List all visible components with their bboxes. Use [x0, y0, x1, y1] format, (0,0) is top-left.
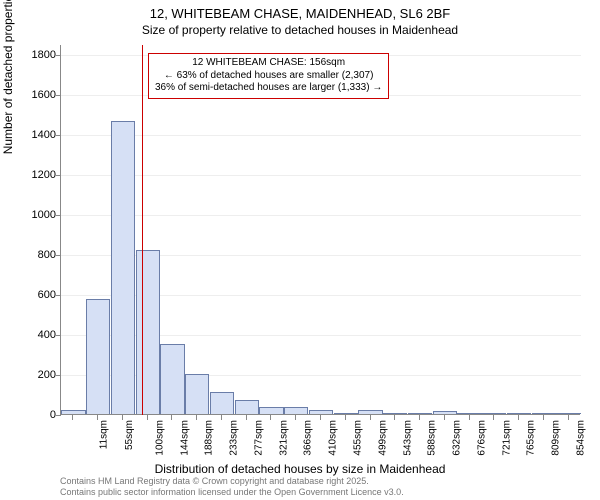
- y-tick-label: 1600: [16, 89, 56, 101]
- annotation-line-2: ← 63% of detached houses are smaller (2,…: [155, 70, 382, 83]
- y-tick-mark: [56, 375, 61, 376]
- x-tick-label: 55sqm: [124, 420, 135, 450]
- x-tick-label: 809sqm: [551, 420, 562, 456]
- y-tick-mark: [56, 135, 61, 136]
- x-tick-mark: [469, 415, 470, 420]
- x-tick-mark: [444, 415, 445, 420]
- histogram-bar: [210, 392, 234, 414]
- y-tick-mark: [56, 415, 61, 416]
- x-tick-label: 11sqm: [99, 420, 110, 449]
- gridline: [61, 215, 581, 216]
- x-tick-label: 321sqm: [278, 420, 289, 456]
- annotation-box: 12 WHITEBEAM CHASE: 156sqm← 63% of detac…: [148, 53, 389, 99]
- x-tick-label: 632sqm: [452, 420, 463, 456]
- y-tick-mark: [56, 255, 61, 256]
- x-tick-label: 721sqm: [501, 420, 512, 456]
- x-tick-mark: [122, 415, 123, 420]
- histogram-bar: [532, 413, 556, 414]
- x-tick-mark: [196, 415, 197, 420]
- x-tick-mark: [97, 415, 98, 420]
- x-tick-mark: [419, 415, 420, 420]
- x-tick-label: 543sqm: [402, 420, 413, 456]
- y-tick-mark: [56, 215, 61, 216]
- histogram-bar: [433, 411, 457, 414]
- x-tick-mark: [370, 415, 371, 420]
- x-tick-label: 499sqm: [377, 420, 388, 456]
- x-tick-label: 676sqm: [476, 420, 487, 456]
- gridline: [61, 135, 581, 136]
- histogram-bar: [556, 413, 580, 414]
- y-tick-label: 200: [16, 369, 56, 381]
- histogram-bar: [235, 400, 259, 414]
- x-tick-mark: [345, 415, 346, 420]
- histogram-bar: [358, 410, 382, 414]
- histogram-bar: [457, 413, 481, 414]
- x-tick-mark: [246, 415, 247, 420]
- y-tick-mark: [56, 295, 61, 296]
- y-tick-mark: [56, 335, 61, 336]
- y-tick-label: 600: [16, 289, 56, 301]
- reference-line: [142, 45, 143, 415]
- histogram-bar: [383, 413, 407, 414]
- x-tick-mark: [72, 415, 73, 420]
- y-tick-label: 1800: [16, 49, 56, 61]
- attribution: Contains HM Land Registry data © Crown c…: [60, 476, 404, 498]
- x-tick-mark: [320, 415, 321, 420]
- y-tick-label: 400: [16, 329, 56, 341]
- histogram-bar: [507, 413, 531, 414]
- x-tick-mark: [147, 415, 148, 420]
- plot-area: 12 WHITEBEAM CHASE: 156sqm← 63% of detac…: [60, 45, 580, 415]
- histogram-bar: [61, 410, 85, 414]
- x-tick-mark: [543, 415, 544, 420]
- x-tick-label: 100sqm: [154, 420, 165, 456]
- chart-subtitle: Size of property relative to detached ho…: [0, 23, 600, 37]
- histogram-bar: [408, 413, 432, 414]
- y-tick-mark: [56, 95, 61, 96]
- y-tick-label: 0: [16, 409, 56, 421]
- y-tick-mark: [56, 175, 61, 176]
- attribution-line-2: Contains public sector information licen…: [60, 487, 404, 498]
- histogram-bar: [284, 407, 308, 414]
- x-tick-mark: [270, 415, 271, 420]
- x-tick-label: 765sqm: [526, 420, 537, 456]
- attribution-line-1: Contains HM Land Registry data © Crown c…: [60, 476, 404, 487]
- x-tick-label: 366sqm: [303, 420, 314, 456]
- x-tick-label: 854sqm: [575, 420, 586, 456]
- x-tick-label: 144sqm: [179, 420, 190, 456]
- histogram-bar: [136, 250, 160, 414]
- histogram-bar: [160, 344, 184, 414]
- x-axis-label: Distribution of detached houses by size …: [0, 462, 600, 476]
- y-axis-label: Number of detached properties: [1, 0, 15, 154]
- x-tick-label: 410sqm: [328, 420, 339, 456]
- histogram-bar: [86, 299, 110, 414]
- y-tick-label: 1000: [16, 209, 56, 221]
- chart-container: 12, WHITEBEAM CHASE, MAIDENHEAD, SL6 2BF…: [0, 0, 600, 500]
- histogram-bar: [111, 121, 135, 414]
- x-tick-label: 455sqm: [353, 420, 364, 456]
- x-tick-label: 277sqm: [254, 420, 265, 456]
- histogram-bar: [309, 410, 333, 414]
- x-tick-mark: [295, 415, 296, 420]
- histogram-bar: [185, 374, 209, 414]
- histogram-bar: [334, 413, 358, 414]
- histogram-bar: [259, 407, 283, 414]
- gridline: [61, 175, 581, 176]
- y-tick-label: 800: [16, 249, 56, 261]
- x-tick-mark: [171, 415, 172, 420]
- x-tick-mark: [568, 415, 569, 420]
- y-tick-mark: [56, 55, 61, 56]
- x-tick-mark: [221, 415, 222, 420]
- x-tick-label: 233sqm: [229, 420, 240, 456]
- y-tick-label: 1200: [16, 169, 56, 181]
- annotation-line-3: 36% of semi-detached houses are larger (…: [155, 82, 382, 95]
- y-tick-label: 1400: [16, 129, 56, 141]
- x-tick-mark: [518, 415, 519, 420]
- x-tick-label: 588sqm: [427, 420, 438, 456]
- x-tick-label: 188sqm: [204, 420, 215, 456]
- x-tick-mark: [394, 415, 395, 420]
- chart-title: 12, WHITEBEAM CHASE, MAIDENHEAD, SL6 2BF: [0, 6, 600, 21]
- histogram-bar: [482, 413, 506, 414]
- x-tick-mark: [493, 415, 494, 420]
- annotation-line-1: 12 WHITEBEAM CHASE: 156sqm: [155, 57, 382, 70]
